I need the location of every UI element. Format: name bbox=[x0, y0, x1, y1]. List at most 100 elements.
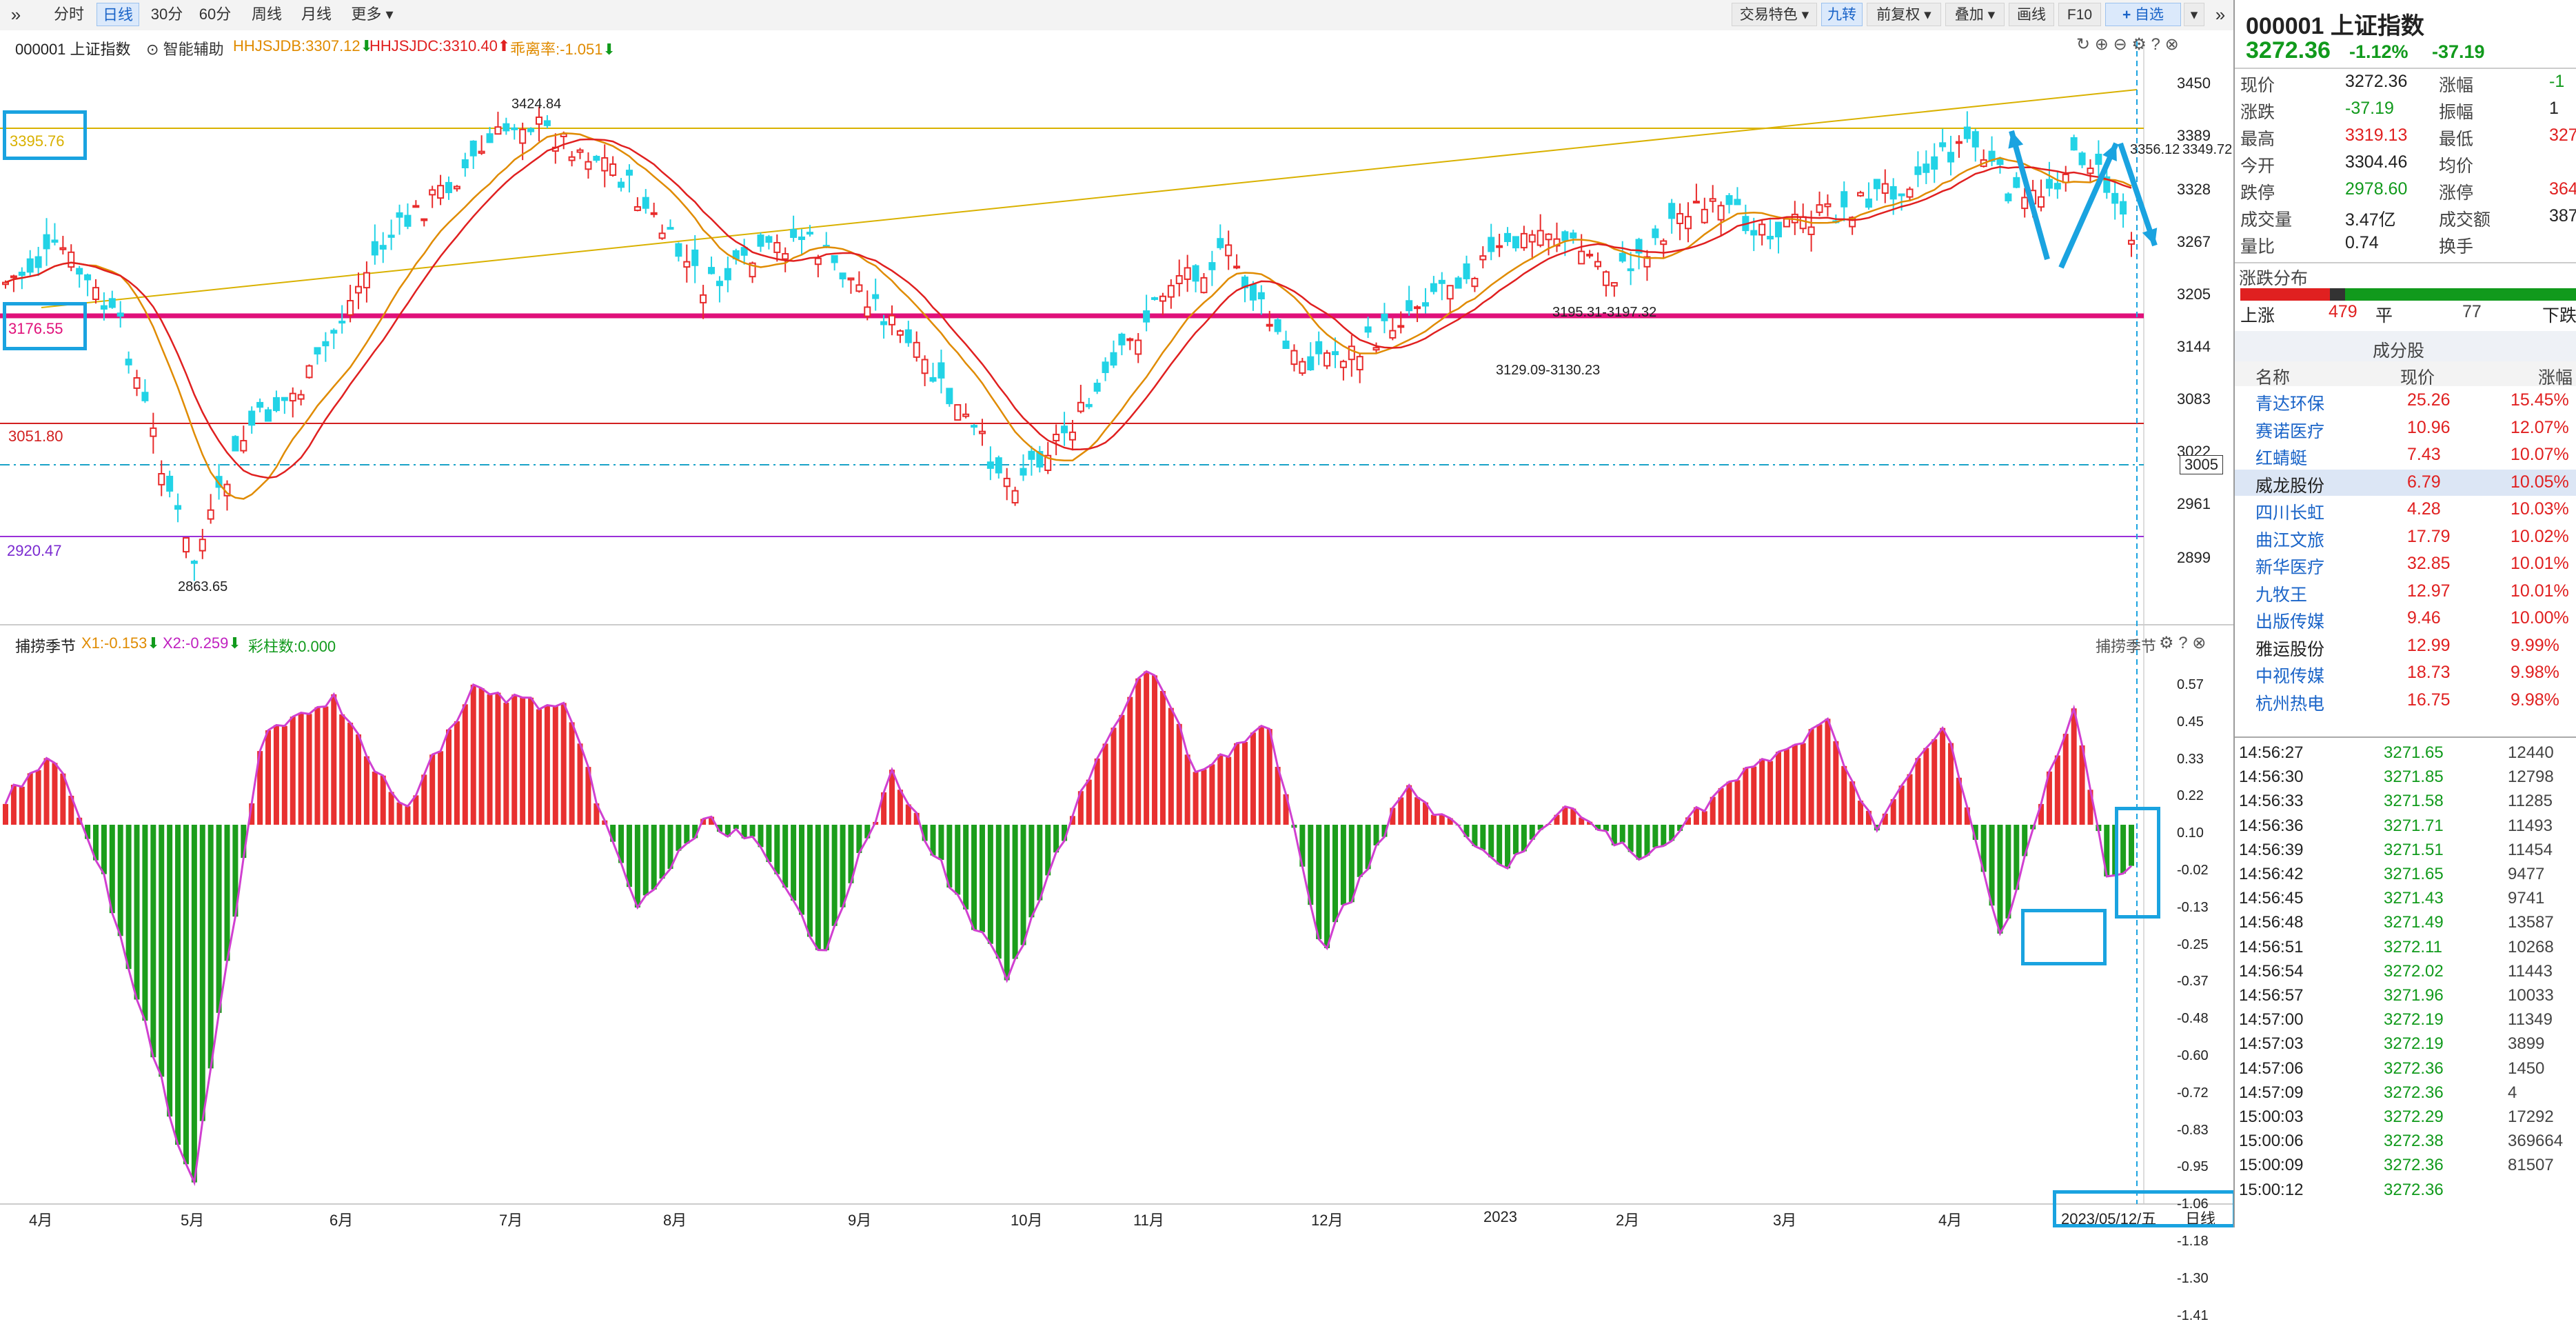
candle-body bbox=[2021, 197, 2029, 210]
candle-body bbox=[256, 401, 264, 408]
candle-body bbox=[1225, 244, 1233, 257]
candle-body bbox=[1717, 205, 1725, 221]
oscillator-bar bbox=[1193, 772, 1199, 825]
zoom-in-icon[interactable]: ⊕ bbox=[2094, 35, 2109, 54]
tab-more[interactable]: 更多 ▾ bbox=[351, 6, 394, 23]
candle-body bbox=[1463, 263, 1470, 279]
oscillator-bar bbox=[1849, 781, 1856, 825]
trade-feature-button[interactable]: 交易特色 ▾ bbox=[1732, 3, 1817, 26]
oscillator-bar bbox=[1234, 743, 1240, 825]
stock-change: 12.07% bbox=[2511, 417, 2569, 437]
candle-body bbox=[2045, 179, 2053, 189]
sub-axis-label: -1.06 bbox=[2177, 1196, 2209, 1212]
gear-icon[interactable]: ⚙ bbox=[2159, 634, 2174, 652]
help-icon[interactable]: ? bbox=[2151, 35, 2160, 54]
oscillator-bar bbox=[1701, 811, 1707, 825]
stock-row[interactable] bbox=[2235, 469, 2576, 496]
gear-icon[interactable]: ⚙ bbox=[2131, 35, 2147, 54]
f10-button[interactable]: F10 bbox=[2058, 3, 2101, 26]
double-chevron-right-icon[interactable]: » bbox=[10, 4, 21, 25]
candle-body bbox=[1479, 255, 1487, 261]
oscillator-bar bbox=[125, 825, 132, 970]
candle-body bbox=[34, 256, 42, 268]
close-icon[interactable]: ⊗ bbox=[2164, 35, 2179, 54]
oscillator-bar bbox=[577, 743, 583, 825]
arrow-down-icon: ⬇ bbox=[147, 634, 160, 652]
oscillator-bar bbox=[1430, 814, 1437, 825]
candle-body bbox=[2078, 152, 2086, 166]
candle-body bbox=[609, 163, 617, 177]
candle-body bbox=[116, 312, 124, 317]
draw-line-button[interactable]: 画线 bbox=[2009, 3, 2054, 26]
sub-x1: X1:-0.153⬇ bbox=[81, 634, 160, 652]
arrow-up-icon: ⬆ bbox=[497, 37, 511, 54]
quote-value: 3304.46 bbox=[2345, 152, 2408, 172]
tab-60min[interactable]: 60分 bbox=[199, 6, 232, 23]
tick-price: 3272.36 bbox=[2384, 1083, 2444, 1102]
oscillator-bar bbox=[724, 825, 731, 837]
tab-weekly[interactable]: 周线 bbox=[251, 6, 282, 23]
candle-body bbox=[1233, 265, 1241, 269]
oscillator-bar bbox=[159, 825, 165, 1077]
x-axis-label: 8月 bbox=[663, 1212, 687, 1229]
quote-label: 振幅 bbox=[2439, 103, 2474, 122]
oscillator-bar bbox=[134, 825, 140, 1000]
tab-daily[interactable]: 日线 bbox=[97, 3, 139, 26]
candle-body bbox=[576, 149, 584, 153]
candle-body bbox=[1282, 340, 1290, 350]
candle-body bbox=[2038, 196, 2045, 208]
oscillator-bar bbox=[1144, 671, 1150, 825]
oscillator-bar bbox=[1242, 741, 1248, 825]
oscillator-bar bbox=[651, 825, 657, 890]
candle-body bbox=[1701, 208, 1708, 223]
stock-price: 12.99 bbox=[2407, 635, 2451, 655]
restore-rights-button[interactable]: 前复权 ▾ bbox=[1867, 3, 1941, 26]
oscillator-bar bbox=[1587, 821, 1593, 825]
annotation-arrowhead bbox=[2102, 143, 2117, 161]
candle-body bbox=[1454, 277, 1462, 289]
oscillator-bar bbox=[1127, 696, 1133, 825]
x-axis-label: 4月 bbox=[29, 1212, 53, 1229]
quote-value: 364 bbox=[2549, 179, 2576, 199]
stock-name: 四川长虹 bbox=[2255, 503, 2325, 523]
candle-body bbox=[1036, 450, 1044, 468]
candle-body bbox=[1692, 201, 1700, 204]
tab-30min[interactable]: 30分 bbox=[150, 6, 183, 23]
x-axis-label: 6月 bbox=[329, 1212, 354, 1229]
candle-body bbox=[790, 229, 798, 239]
sub-axis-label: 0.33 bbox=[2177, 751, 2204, 767]
oscillator-bar bbox=[1094, 758, 1100, 825]
oscillator-bar bbox=[109, 825, 115, 914]
stock-change: 10.05% bbox=[2511, 472, 2569, 492]
oscillator-bar bbox=[807, 825, 813, 937]
candle-body bbox=[1249, 283, 1257, 301]
nine-turn-button[interactable]: 九转 bbox=[1821, 3, 1863, 26]
oscillator-bar bbox=[150, 825, 156, 1058]
tick-price: 3271.58 bbox=[2384, 792, 2444, 811]
candle-body bbox=[1865, 198, 1872, 208]
oscillator-bar bbox=[930, 825, 936, 856]
dropdown-button[interactable]: ▾ bbox=[2184, 3, 2204, 26]
oscillator-bar bbox=[1053, 825, 1059, 853]
close-icon[interactable]: ⊗ bbox=[2192, 634, 2207, 652]
smart-assist-toggle[interactable]: ⊙ 智能辅助 bbox=[146, 41, 224, 58]
double-chevron-right-icon[interactable]: » bbox=[2215, 4, 2226, 25]
candle-body bbox=[461, 159, 469, 168]
overlay-button[interactable]: 叠加 ▾ bbox=[1945, 3, 2005, 26]
candle-body bbox=[1963, 126, 1971, 139]
help-icon[interactable]: ? bbox=[2178, 634, 2188, 652]
oscillator-bar bbox=[758, 825, 764, 847]
zoom-out-icon[interactable]: ⊖ bbox=[2113, 35, 2127, 54]
candle-body bbox=[1299, 361, 1306, 374]
tab-monthly[interactable]: 月线 bbox=[301, 6, 332, 23]
tab-minute[interactable]: 分时 bbox=[53, 6, 84, 23]
sub-axis-label: -0.25 bbox=[2177, 936, 2209, 952]
oscillator-bar bbox=[298, 712, 304, 825]
add-watchlist-button[interactable]: + 自选 bbox=[2105, 3, 2181, 26]
oscillator-bar bbox=[1948, 743, 1954, 825]
arrow-down-icon: ⬇ bbox=[360, 37, 374, 54]
oscillator-bar bbox=[585, 767, 591, 825]
price-axis-label: 3267 bbox=[2177, 233, 2211, 250]
refresh-icon[interactable]: ↻ bbox=[2076, 35, 2091, 54]
x-axis-label: 5月 bbox=[181, 1212, 205, 1229]
